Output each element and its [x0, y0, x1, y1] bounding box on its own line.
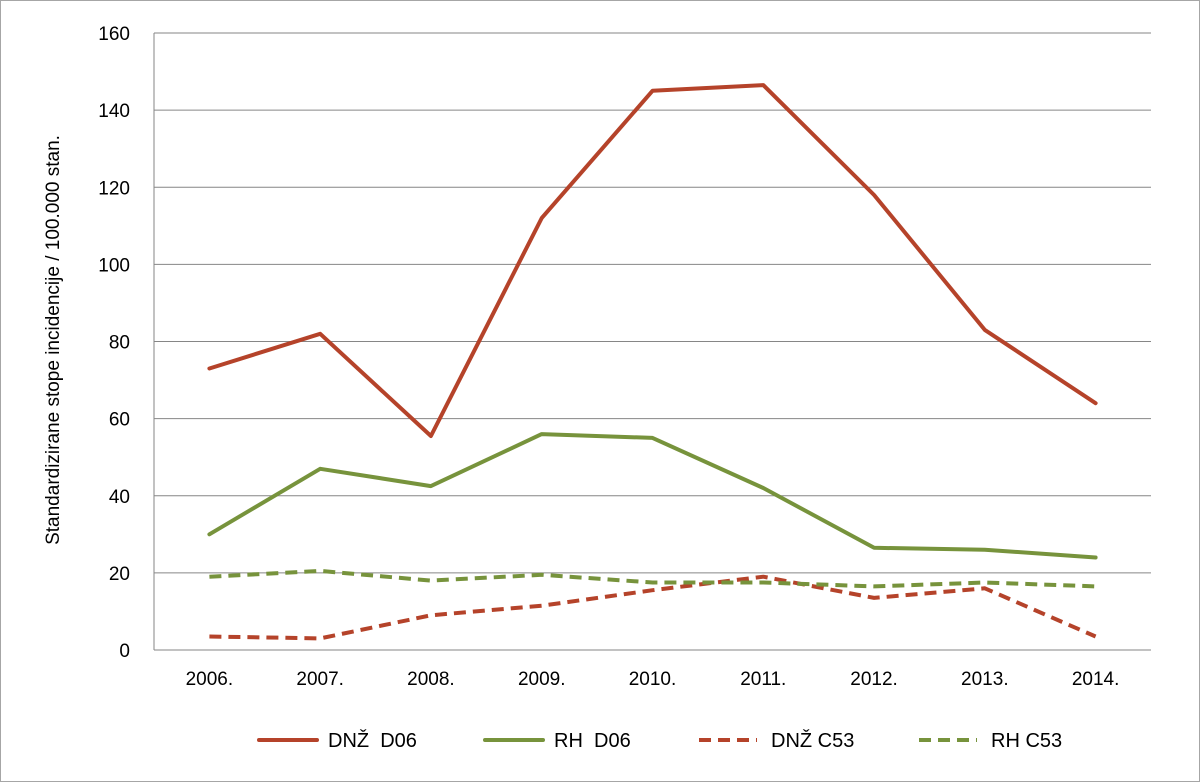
- legend-label-4: RH C53: [991, 730, 1062, 752]
- y-tick-label: 80: [109, 333, 130, 354]
- legend: DNŽ D06 RH D06 DNŽ C53 RH C53: [257, 729, 1062, 752]
- x-tick-label: 2011.: [740, 669, 786, 690]
- y-tick-label: 100: [98, 255, 130, 276]
- series-line-2: [207, 432, 1098, 560]
- series-lines: [207, 83, 1098, 641]
- y-tick-label: 160: [98, 24, 130, 45]
- x-tick-label: 2006.: [186, 669, 234, 690]
- legend-label-3: DNŽ C53: [771, 729, 854, 752]
- y-tick-label: 20: [109, 564, 130, 585]
- legend-label-1: DNŽ D06: [328, 729, 417, 752]
- y-axis-title: Standardizirane stope incidencije / 100.…: [43, 135, 64, 545]
- y-tick-label: 0: [119, 641, 130, 662]
- series-line-1: [207, 83, 1098, 438]
- x-tick-label: 2009.: [518, 669, 566, 690]
- y-tick-label: 60: [109, 410, 130, 431]
- x-tick-labels: 2006. 2007. 2008. 2009. 2010. 2011. 2012. 2013.…: [186, 669, 1120, 690]
- x-tick-label: 2013.: [961, 669, 1009, 690]
- series-line-3: [209, 574, 1097, 641]
- y-tick-labels: 0 20 40 60 80 100 120 140 160: [98, 24, 130, 662]
- x-tick-label: 2014.: [1072, 669, 1120, 690]
- x-tick-label: 2007.: [296, 669, 344, 690]
- x-tick-label: 2012.: [850, 669, 898, 690]
- y-tick-label: 120: [98, 178, 130, 199]
- gridlines: [154, 32, 1151, 574]
- y-tick-label: 40: [109, 487, 130, 508]
- legend-label-2: RH D06: [554, 730, 631, 752]
- x-tick-label: 2008.: [407, 669, 455, 690]
- y-tick-label: 140: [98, 101, 130, 122]
- axes: [153, 33, 1151, 651]
- x-tick-label: 2010.: [629, 669, 677, 690]
- series-line-4: [209, 568, 1096, 589]
